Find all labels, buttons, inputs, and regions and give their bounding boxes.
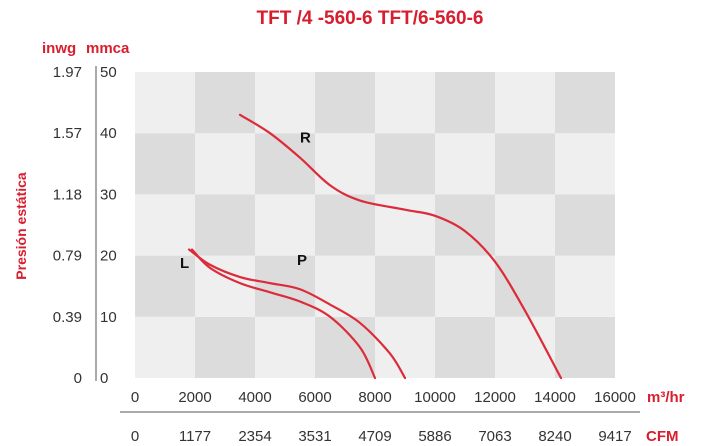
x-tick-label-cfm: 3531 [298,428,331,445]
grid-cell [555,133,615,195]
x-tick-label: 16000 [594,389,636,406]
y-tick-label-mmca: 40 [100,125,117,142]
x-tick-label: 2000 [178,389,211,406]
y-axis-label: Presión estática [13,172,29,280]
grid-cell [195,72,255,134]
grid-cell [435,133,495,195]
y-tick-label-inwg: 0.39 [53,309,82,326]
grid-cell [435,255,495,317]
grid-cell [315,316,375,378]
y-unit-left: inwg [42,40,76,57]
grid-cell [435,194,495,256]
x-tick-label-cfm: 8240 [538,428,571,445]
y-tick-label-inwg: 0.79 [53,248,82,265]
x-ticks-cfm: 0 1177 2354 3531 4709 5886 7063 8240 9417 [131,428,632,445]
x-tick-label: 4000 [238,389,271,406]
grid [135,72,615,378]
x-tick-label-cfm: 2354 [238,428,271,445]
grid-cell [435,316,495,378]
grid-cell [555,316,615,378]
x-tick-label-cfm: 4709 [358,428,391,445]
grid-cell [135,255,195,317]
y-tick-label-inwg: 1.97 [53,64,82,81]
y-tick-label-inwg: 1.18 [53,186,82,203]
x-ticks-m3hr: 0 2000 4000 6000 8000 10000 12000 14000 16000 [131,389,636,406]
grid-cell [255,316,315,378]
grid-cell [135,133,195,195]
grid-cell [135,72,195,134]
grid-cell [375,72,435,134]
curve-label-p: P [297,252,307,269]
x-tick-label: 6000 [298,389,331,406]
curve-labels: R P L [180,129,311,271]
grid-cell [195,316,255,378]
curves [187,113,563,380]
x-unit-primary: m³/hr [647,389,685,406]
grid-cell [195,255,255,317]
grid-cell [435,72,495,134]
chart-title: TFT /4 -560-6 TFT/6-560-6 [256,8,483,29]
grid-cell [375,133,435,195]
y-tick-label-mmca: 30 [100,186,117,203]
x-tick-label: 14000 [534,389,576,406]
y-tick-label-inwg: 0 [74,370,82,387]
grid-cell [555,72,615,134]
grid-cell [555,255,615,317]
grid-cell [255,194,315,256]
grid-cell [495,194,555,256]
grid-cell [255,133,315,195]
y-ticks-inwg: 0 0.39 0.79 1.18 1.57 1.97 [53,64,82,387]
y-ticks-mmca: 0 10 20 30 40 50 [100,64,117,387]
x-tick-label-cfm: 1177 [179,428,211,445]
x-tick-label-cfm: 5886 [418,428,451,445]
grid-cell [315,72,375,134]
grid-cell [135,194,195,256]
y-unit-right: mmca [86,40,130,57]
grid-cell [495,133,555,195]
curve-label-l: L [180,255,189,272]
x-tick-label-cfm: 7063 [478,428,511,445]
y-tick-label-mmca: 10 [100,309,117,326]
y-tick-label-inwg: 1.57 [53,125,82,142]
grid-cell [195,194,255,256]
grid-cell [255,72,315,134]
y-tick-label-mmca: 0 [100,370,108,387]
curve-label-r: R [300,129,311,146]
x-tick-label: 0 [131,389,139,406]
grid-cell [375,194,435,256]
grid-cell [315,194,375,256]
grid-cell [555,194,615,256]
x-tick-label: 8000 [358,389,391,406]
x-tick-label: 12000 [474,389,516,406]
grid-cell [195,133,255,195]
curve-p [187,248,407,380]
grid-cell [375,255,435,317]
grid-cell [135,316,195,378]
curve-r [238,113,563,380]
grid-cell [495,72,555,134]
curve-l [190,248,377,380]
y-tick-label-mmca: 50 [100,64,117,81]
grid-cell [315,133,375,195]
x-unit-secondary: CFM [646,428,679,445]
x-tick-label: 10000 [414,389,456,406]
x-tick-label-cfm: 0 [131,428,139,445]
grid-cell [495,255,555,317]
y-tick-label-mmca: 20 [100,248,117,265]
grid-cell [315,255,375,317]
x-tick-label-cfm: 9417 [598,428,631,445]
